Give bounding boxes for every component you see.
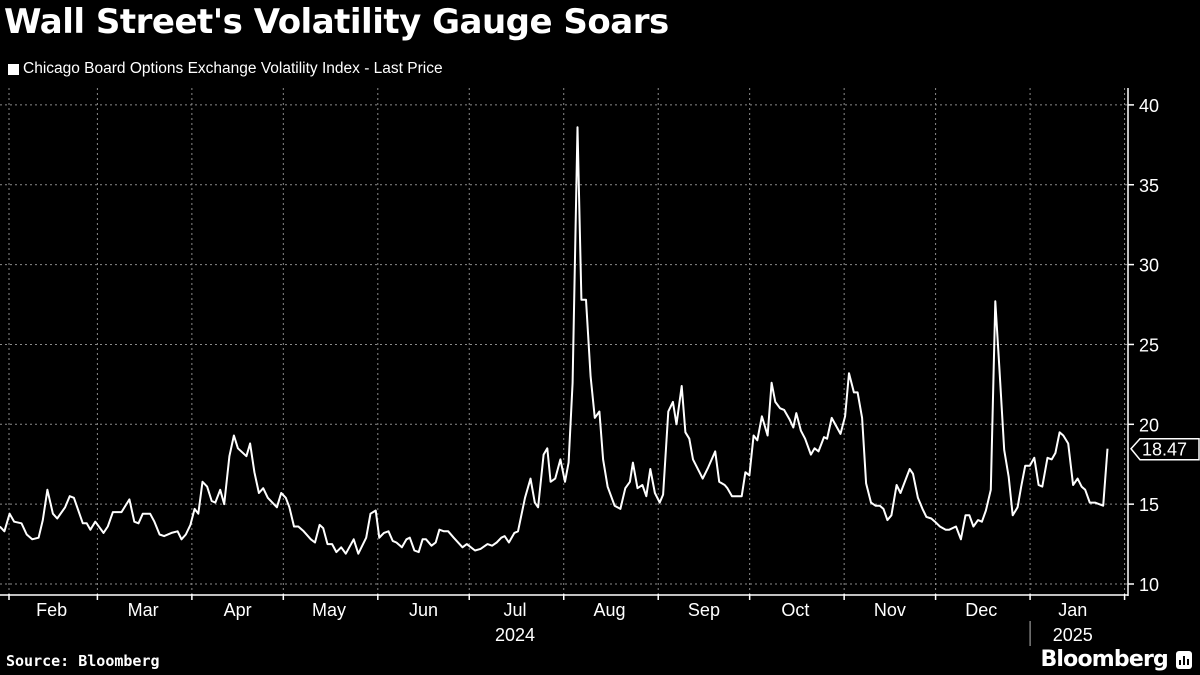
last-value-box: [1130, 437, 1200, 461]
y-tick-label: 20: [1139, 415, 1159, 435]
x-tick-label: Dec: [965, 600, 997, 620]
x-tick-label: Mar: [128, 600, 159, 620]
x-tick-label: Jul: [503, 600, 526, 620]
legend: Chicago Board Options Exchange Volatilit…: [8, 60, 443, 78]
year-label: 2024: [495, 625, 535, 645]
x-tick-label: May: [312, 600, 346, 620]
x-tick-label: Sep: [688, 600, 720, 620]
bloomberg-chart-icon: [1176, 650, 1192, 669]
y-tick-label: 10: [1139, 575, 1159, 595]
legend-label: Chicago Board Options Exchange Volatilit…: [23, 60, 443, 77]
chart-title: Wall Street's Volatility Gauge Soars: [4, 2, 669, 42]
legend-swatch: [8, 63, 19, 75]
y-tick-label: 30: [1139, 256, 1159, 276]
x-tick-label: Oct: [781, 600, 809, 620]
vix-series-line: [0, 126, 1109, 555]
bloomberg-logo: Bloomberg: [1040, 647, 1192, 672]
y-tick-label: 40: [1139, 96, 1159, 116]
x-tick-label: Apr: [224, 600, 252, 620]
x-tick-label: Jun: [409, 600, 438, 620]
year-label: 2025: [1053, 625, 1093, 645]
y-tick-label: 15: [1139, 495, 1159, 515]
source-note: Source: Bloomberg: [6, 652, 160, 670]
y-tick-label: 35: [1139, 176, 1159, 196]
last-value-label: 18.47: [1142, 440, 1187, 460]
x-tick-label: Jan: [1058, 600, 1087, 620]
x-tick-label: Nov: [874, 600, 906, 620]
x-tick-label: Feb: [36, 600, 67, 620]
x-tick-label: Aug: [593, 600, 625, 620]
y-tick-label: 25: [1139, 335, 1159, 355]
